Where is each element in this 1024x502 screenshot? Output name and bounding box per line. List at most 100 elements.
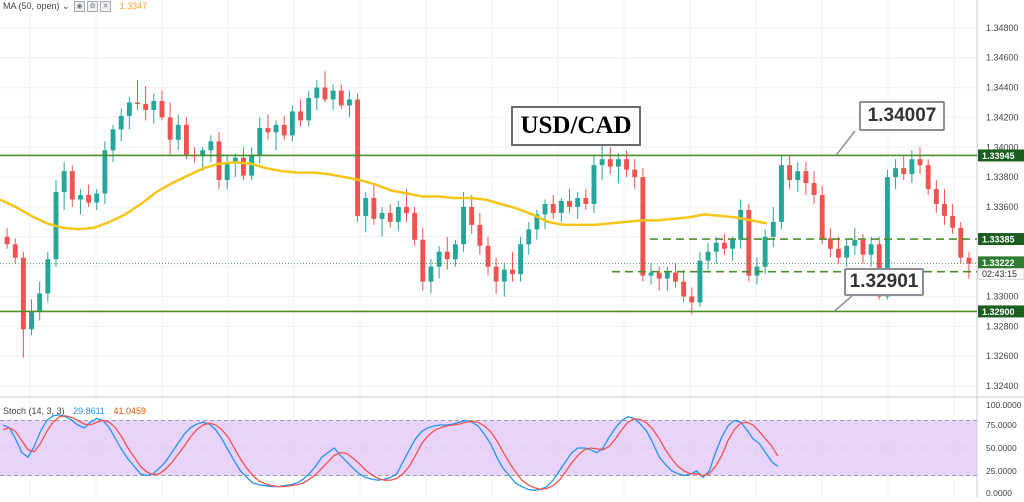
level-price-tag <box>978 305 1024 318</box>
price-tick-label: 1.34400 <box>986 83 1019 93</box>
candle-body <box>379 212 385 219</box>
candle-body <box>232 157 238 163</box>
candle-body <box>567 200 572 207</box>
candle-body <box>632 169 638 178</box>
candle-body <box>273 124 279 133</box>
candle-body <box>542 203 548 215</box>
candle-body <box>827 238 833 249</box>
candle-body <box>640 177 646 276</box>
candle-body <box>461 206 466 245</box>
candle-body <box>510 269 515 275</box>
stoch-tick-label: 100.0000 <box>986 400 1022 410</box>
stoch-k-line <box>2 414 779 491</box>
candle-body <box>689 296 695 303</box>
price-tick-label: 1.34000 <box>986 142 1019 152</box>
candle-body <box>110 129 116 151</box>
candle-body <box>746 209 752 276</box>
candle-body <box>656 272 662 279</box>
price-tick-label: 1.33000 <box>986 291 1019 301</box>
candle-body <box>143 103 149 110</box>
candle-body <box>45 259 51 294</box>
candle-body <box>208 141 214 151</box>
resistance-callout-leader <box>835 130 856 156</box>
candle-body <box>819 195 825 239</box>
resistance-callout: 1.34007 <box>859 101 945 131</box>
price-tick-label: 1.34200 <box>986 112 1019 122</box>
candle-body <box>224 162 230 181</box>
candle-body <box>615 159 621 167</box>
candle-body <box>591 165 597 204</box>
candle-body <box>183 124 189 155</box>
candle-body <box>909 159 915 175</box>
candle-body <box>167 117 173 140</box>
stoch-tick-label: 0.0000 <box>986 488 1012 497</box>
close-icon[interactable]: ✕ <box>100 1 112 13</box>
chevron-down-icon[interactable]: ⌄ <box>62 1 70 11</box>
candle-body <box>265 127 271 133</box>
ma-legend-label[interactable]: MA (50, open) <box>3 1 60 11</box>
candle-body <box>493 266 499 282</box>
candle-body <box>836 248 841 258</box>
price-axis-layer: 1.34800 1.34600 1.34400 1.34200 1.34000 1.338… <box>986 23 1022 498</box>
ma-layer <box>0 160 768 231</box>
stoch-d-line <box>2 415 779 491</box>
candle-body <box>257 127 263 155</box>
candle-body <box>395 206 401 222</box>
candle-body <box>322 87 328 100</box>
candle-body <box>436 251 442 267</box>
candle-body <box>518 244 524 275</box>
price-tick-label: 1.32400 <box>986 381 1019 391</box>
last-price-tag <box>978 256 1024 269</box>
candle-body <box>673 272 678 282</box>
candle-body <box>281 124 287 136</box>
stoch-tick-label: 75.0000 <box>986 420 1017 430</box>
candle-body <box>77 195 83 200</box>
candle-body <box>412 212 418 240</box>
countdown-label: 02:43:15 <box>982 269 1017 279</box>
candle-body <box>779 165 784 222</box>
candle-body <box>844 245 850 258</box>
candle-body <box>477 224 483 246</box>
candle-body <box>289 111 295 136</box>
candle-body <box>200 150 206 157</box>
candle-body <box>713 242 719 252</box>
candle-body <box>452 244 458 260</box>
candle-body <box>583 198 589 204</box>
candle-body <box>175 124 181 140</box>
candle-body <box>664 272 670 279</box>
stoch-legend-label[interactable]: Stoch (14, 3, 3) <box>3 406 65 416</box>
stoch-d-value: 41.0459 <box>113 406 146 416</box>
candle-body <box>624 159 630 170</box>
candle-body <box>216 141 222 181</box>
level-price-tag <box>978 149 1024 162</box>
candle-body <box>355 99 361 216</box>
candle-body <box>86 195 92 203</box>
candle-body <box>371 198 377 219</box>
ma-legend[interactable]: MA (50, open) ⌄ ◉ ⚙ ✕ 1.3347 <box>3 0 147 13</box>
candle-body <box>803 171 809 184</box>
gear-icon[interactable]: ⚙ <box>87 1 99 13</box>
stoch-legend[interactable]: Stoch (14, 3, 3) 29.8611 41.0459 <box>3 405 146 417</box>
countdown-tag <box>977 268 1024 280</box>
candle-body <box>901 168 907 175</box>
candle-body <box>126 102 132 116</box>
candle-body <box>135 102 140 104</box>
candle-body <box>4 236 10 245</box>
level-price-label: 1.32900 <box>982 307 1015 317</box>
support-callout: 1.32901 <box>844 268 924 296</box>
eye-icon[interactable]: ◉ <box>74 1 86 13</box>
candle-body <box>37 293 43 312</box>
candle-body <box>534 214 540 230</box>
candle-body <box>966 257 972 264</box>
candle-body <box>933 189 939 204</box>
candle-body <box>770 221 776 237</box>
candle-body <box>338 90 344 106</box>
stoch-tick-label: 50.0000 <box>986 443 1017 453</box>
chart-title: USD/CAD <box>511 106 641 146</box>
candle-body <box>61 171 67 193</box>
candle-body <box>526 229 532 245</box>
candle-body <box>118 115 124 130</box>
